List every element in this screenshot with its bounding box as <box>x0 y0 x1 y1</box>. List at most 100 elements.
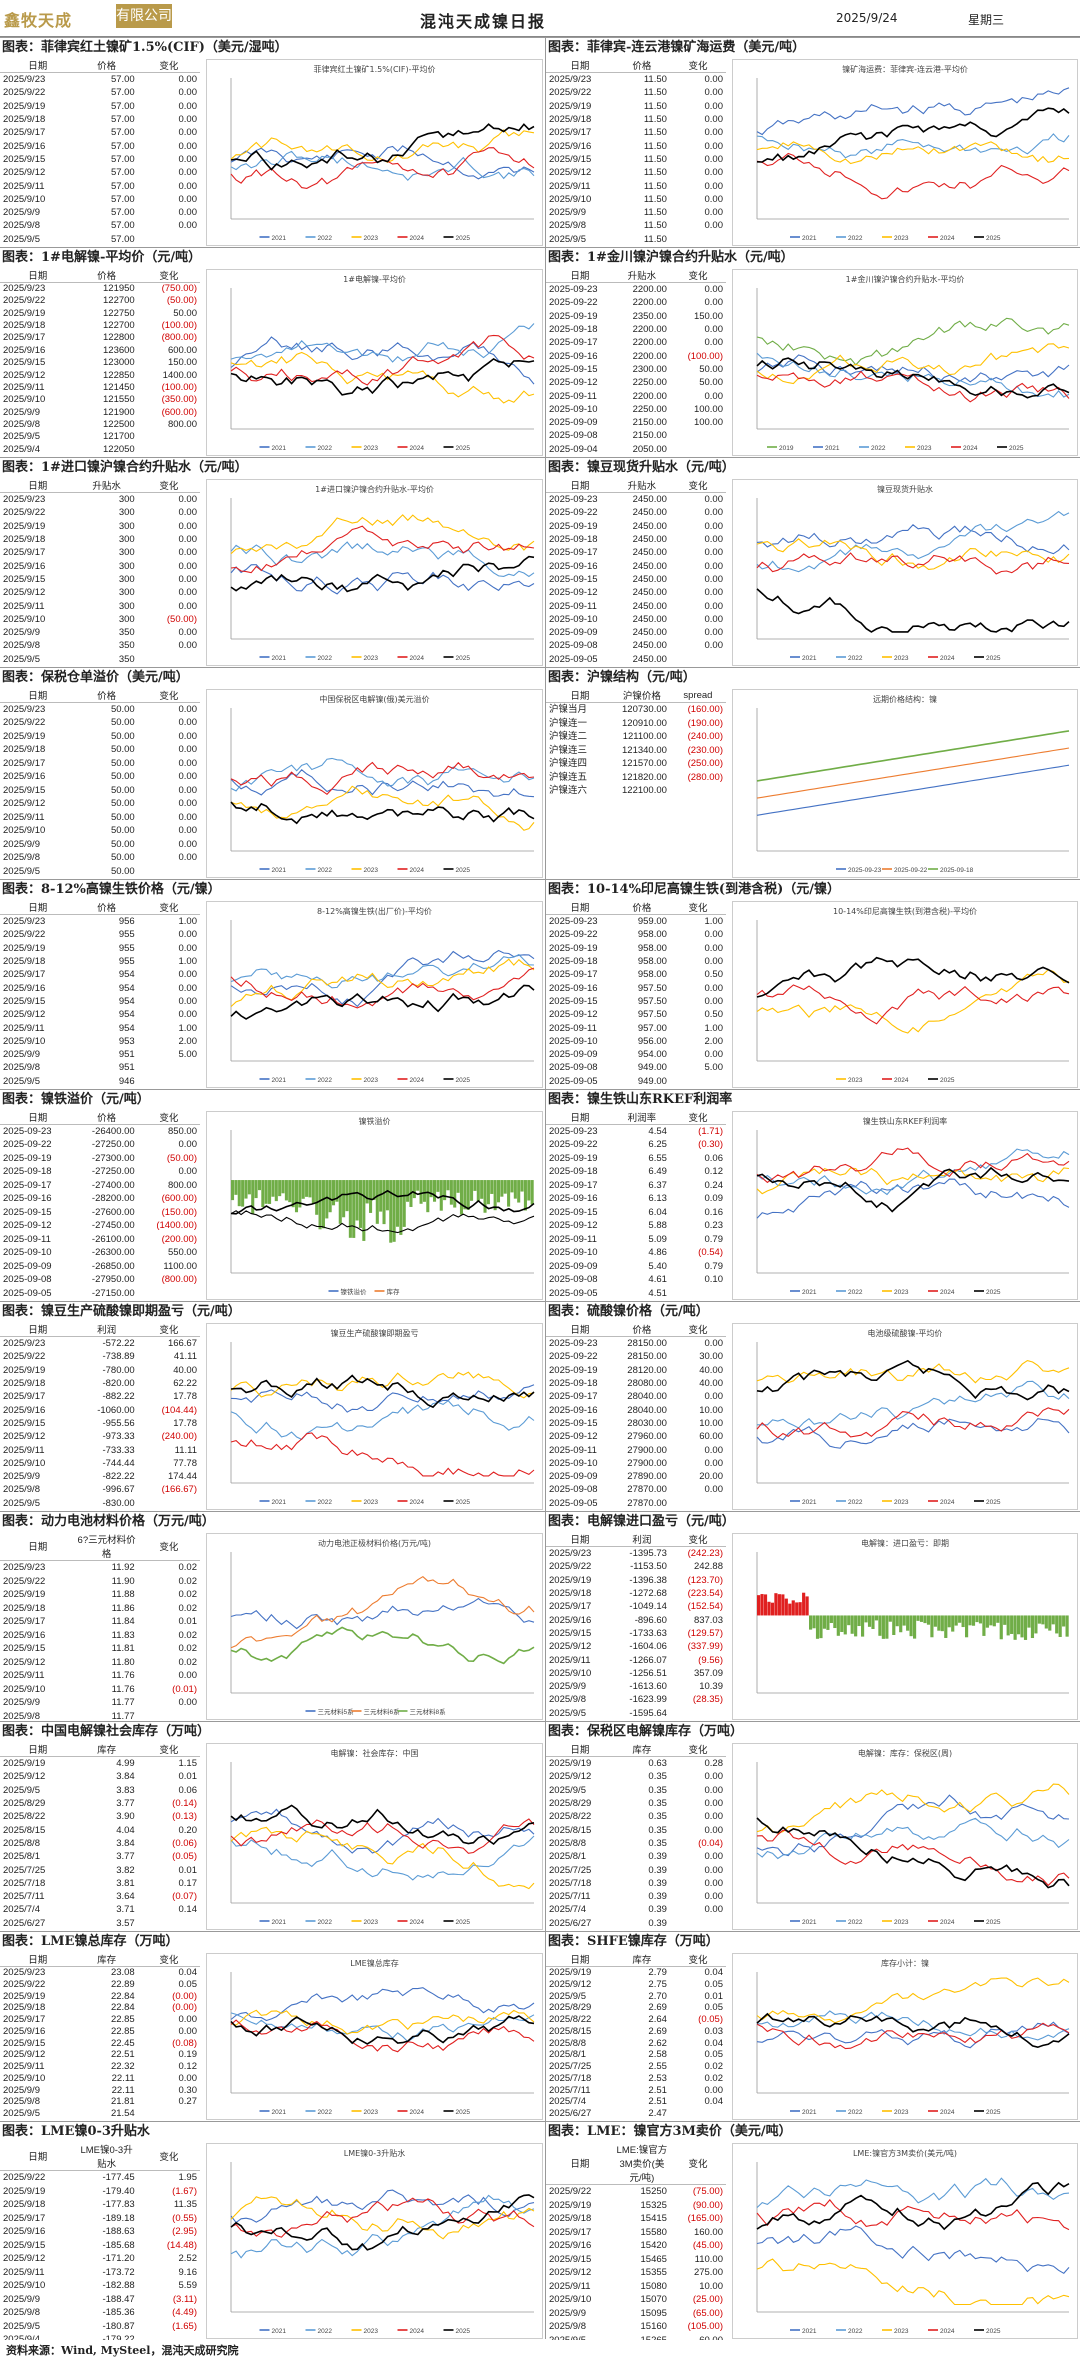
column-header: 日期 <box>546 688 614 703</box>
table-cell: 4.86 <box>648 1247 667 1259</box>
table-cell: 0.12 <box>178 2061 198 2073</box>
table-cell: 6.25 <box>648 1139 667 1151</box>
table-cell: 2025/9/8 <box>3 220 40 232</box>
column-header: 6?三元材料价格 <box>75 1532 138 1561</box>
table-cell: 30.00 <box>699 1351 723 1363</box>
table-row: 2025/9/5 946 <box>0 1075 200 1088</box>
table-row: 2025/9/10 50.00 0.00 <box>0 824 200 837</box>
table-cell: (50.00) <box>166 295 197 307</box>
series-line <box>756 1829 1070 1887</box>
table-cell: -27450.00 <box>91 1220 135 1232</box>
table-cell: 2025/8/8 <box>549 2037 586 2049</box>
table-row: 2025/9/8 50.00 0.00 <box>0 851 200 864</box>
table-cell: 2025/9/15 <box>549 2253 592 2265</box>
table-cell: 0.39 <box>648 1891 667 1903</box>
table-row: 2025-09-17 28040.00 0.00 <box>546 1390 726 1403</box>
series-line <box>756 2258 1070 2306</box>
table-cell: 2025-09-15 <box>549 573 598 585</box>
table-row: 2025-09-22 28150.00 30.00 <box>546 1350 726 1363</box>
chart-bar <box>777 1594 781 1616</box>
chart-plot: 2021 2022 2023 2024 2025 <box>230 498 535 662</box>
table-cell: 121450 <box>103 381 135 393</box>
table-cell: (1.65) <box>172 2320 197 2332</box>
table-cell: 120730.00 <box>622 704 667 715</box>
table-row: 2025/9/17 -189.18 (0.55) <box>0 2212 200 2226</box>
column-header: 变化 <box>669 1322 726 1337</box>
chart-bar <box>906 1615 910 1631</box>
table-cell: 22.89 <box>110 1978 135 1990</box>
legend-label: 2024 <box>410 1919 425 1926</box>
table-cell: -27250.00 <box>91 1139 135 1151</box>
legend-label: 2025 <box>986 2109 1001 2116</box>
table-cell: 2150.00 <box>632 430 667 442</box>
table-cell: 2025/8/29 <box>549 2002 592 2014</box>
table-row: 2025/7/4 0.39 0.00 <box>546 1903 726 1916</box>
table-row: 2025/9/15 22.45 (0.08) <box>0 2038 200 2050</box>
chart-plot: 2021 2022 2023 2024 2025 <box>756 1130 1070 1296</box>
table-row: 2025/9/15 -1733.63 (129.57) <box>546 1627 726 1640</box>
table-cell: 110.00 <box>694 2253 723 2265</box>
table-cell: 2025-09-10 <box>3 1247 52 1259</box>
table-cell: (100.00) <box>687 350 723 362</box>
legend-label: 2021 <box>272 1077 287 1084</box>
table-cell: 2025/9/18 <box>549 1587 592 1599</box>
table-cell: 0.35 <box>648 1771 667 1783</box>
table-cell: (152.54) <box>687 1601 723 1613</box>
report-title: 混沌天成镍日报 <box>420 12 547 31</box>
table-row: 2025-09-17 2200.00 0.00 <box>546 336 726 349</box>
table-cell <box>670 1075 726 1088</box>
table-cell: 2025-09-17 <box>3 1179 52 1191</box>
table-cell: 2025-09-08 <box>549 1484 598 1496</box>
table-cell: 15580 <box>640 2226 667 2238</box>
table-cell: 27890.00 <box>627 1471 667 1483</box>
table-cell: 300 <box>118 613 135 625</box>
table-cell: 57.00 <box>110 233 135 245</box>
table-cell: 2025/9/22 <box>549 2186 592 2197</box>
trend-chart: 8-12%高镍生铁(出厂价)-平均价 2021 2022 2023 2024 2025 <box>206 901 543 1088</box>
table-cell: 123600 <box>103 344 135 356</box>
legend-label: 2022 <box>318 655 333 662</box>
table-cell: 2.62 <box>648 2037 667 2049</box>
column-header: 变化 <box>137 1742 200 1757</box>
panel-title: 图表：保税区电解镍库存（万吨） <box>548 1724 744 1739</box>
table-cell: 2025/7/18 <box>3 1877 46 1889</box>
table-cell: 15070 <box>640 2294 667 2305</box>
table-cell: -27150.00 <box>91 1287 135 1299</box>
column-header: 日期 <box>0 1742 76 1757</box>
chart-bar <box>436 1180 440 1192</box>
table-cell: 2200.00 <box>632 284 667 295</box>
chart-bar <box>244 1180 248 1199</box>
table-row: 2025-09-23 2200.00 0.00 <box>546 283 726 297</box>
column-header: 升贴水 <box>613 268 670 283</box>
table-cell: -738.89 <box>102 1351 135 1363</box>
table-row: 2025-09-19 958.00 0.00 <box>546 942 726 955</box>
table-cell: 0.00 <box>704 600 724 612</box>
table-row: 2025/9/23 23.08 0.04 <box>0 1967 200 1979</box>
table-cell: 2025-09-23 <box>549 284 598 295</box>
chart-bar <box>1041 1615 1045 1625</box>
chart-bar <box>389 1180 393 1243</box>
chart-bar <box>1051 1615 1055 1625</box>
table-cell: 2025/9/8 <box>549 220 586 232</box>
table-cell: 0.00 <box>704 520 724 532</box>
table-cell: -180.87 <box>102 2320 135 2332</box>
table-cell: 11.80 <box>111 1656 135 1668</box>
table-cell: (100.00) <box>161 320 197 332</box>
table-cell: 0.00 <box>178 193 198 205</box>
table-cell: 0.04 <box>178 1967 198 1978</box>
column-header: 日期 <box>0 1110 76 1125</box>
table-row: 2025/9/5 3.83 0.06 <box>0 1784 200 1797</box>
table-row: 2025/6/27 3.57 <box>0 1917 200 1930</box>
table-cell: (800.00) <box>161 1274 197 1286</box>
table-cell: 28150.00 <box>627 1351 667 1363</box>
data-panel: 图表：LME镍0-3升贴水 日期 LME镍0-3升贴水 变化 2025/9/22 -177… <box>0 2122 545 2340</box>
table-cell: 1400.00 <box>162 369 197 381</box>
chart-plot: 2021 2022 2023 2024 2025 <box>756 1972 1070 2116</box>
chart-bar <box>459 1180 463 1215</box>
table-cell: 2025-09-11 <box>549 1233 597 1245</box>
chart-bar <box>500 1180 504 1197</box>
legend-label: 2021 <box>272 1499 287 1506</box>
table-cell: 0.09 <box>704 1193 724 1205</box>
table-row: 2025/9/8 11.77 <box>0 1710 200 1722</box>
table-cell: (0.54) <box>698 1247 723 1259</box>
